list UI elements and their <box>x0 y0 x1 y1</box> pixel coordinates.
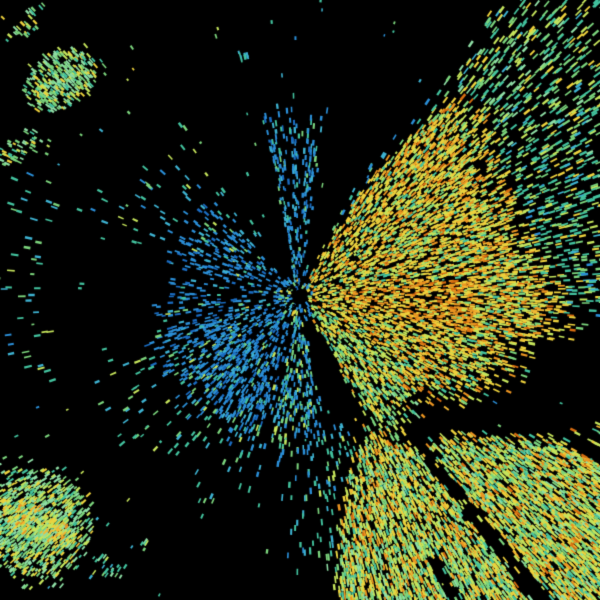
radar-canvas <box>0 0 600 600</box>
radar-image <box>0 0 600 600</box>
